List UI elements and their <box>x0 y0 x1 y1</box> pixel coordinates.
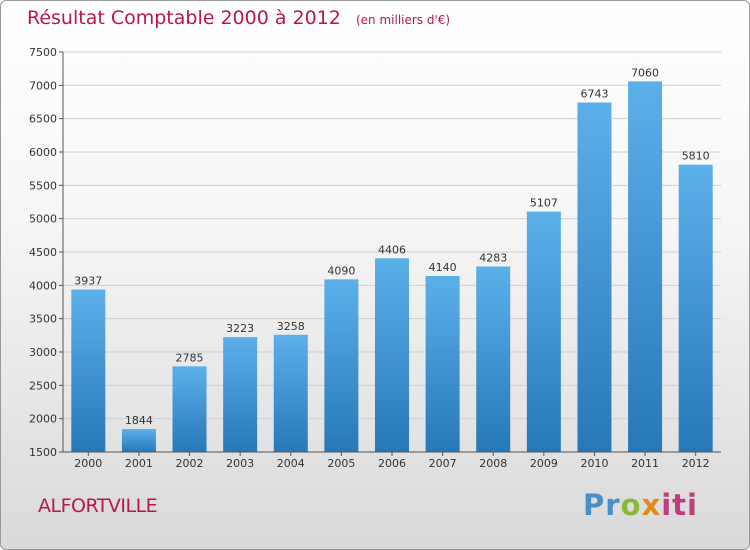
bar-2000 <box>71 289 106 452</box>
bar-2004 <box>273 334 308 452</box>
logo-part-3: x <box>641 488 662 522</box>
x-tick-label: 2006 <box>378 457 406 470</box>
bar-2002 <box>172 366 207 452</box>
logo-part-2: o <box>620 488 642 522</box>
bar-value-label: 4140 <box>429 261 457 274</box>
x-tick-label: 2009 <box>530 457 558 470</box>
x-tick-label: 2004 <box>277 457 305 470</box>
x-tick-label: 2010 <box>580 457 608 470</box>
x-tick-label: 2003 <box>226 457 254 470</box>
bar-2011 <box>628 81 663 452</box>
bar-2012 <box>678 164 713 452</box>
x-tick-label: 2005 <box>327 457 355 470</box>
bar-2009 <box>526 211 561 452</box>
bar-2003 <box>223 337 258 452</box>
bar-2001 <box>121 429 156 452</box>
y-tick-label: 5000 <box>29 213 57 226</box>
bar-2006 <box>375 258 409 452</box>
y-tick-label: 2500 <box>29 379 57 392</box>
bar-2010 <box>577 102 612 452</box>
y-tick-label: 1500 <box>29 446 57 459</box>
bar-value-label: 6743 <box>580 87 608 100</box>
title-text: Résultat Comptable 2000 à 2012 <box>27 7 341 29</box>
title-unit: (en milliers d'€) <box>355 13 451 27</box>
y-tick-label: 3000 <box>29 346 57 359</box>
bar-value-label: 3223 <box>226 322 254 335</box>
bar-value-label: 5810 <box>682 150 710 163</box>
logo-part-1: Pr <box>583 488 621 522</box>
chart-title: Résultat Comptable 2000 à 2012 (en milli… <box>27 7 450 29</box>
bar-value-label: 4283 <box>479 251 507 264</box>
y-tick-label: 4500 <box>29 246 57 259</box>
y-tick-label: 7000 <box>29 79 57 92</box>
y-tick-label: 3500 <box>29 313 57 326</box>
bar-2007 <box>425 276 460 452</box>
y-tick-label: 6500 <box>29 113 57 126</box>
bar-2008 <box>476 266 511 452</box>
y-tick-label: 5500 <box>29 179 57 192</box>
logo-part-4: iti <box>661 488 698 522</box>
y-tick-label: 6000 <box>29 146 57 159</box>
x-tick-label: 2008 <box>479 457 507 470</box>
bar-value-label: 5107 <box>530 197 558 210</box>
bar-value-label: 3937 <box>74 275 102 288</box>
y-tick-label: 2000 <box>29 413 57 426</box>
x-tick-label: 2007 <box>429 457 457 470</box>
bar-value-label: 4406 <box>378 243 406 256</box>
bar-2005 <box>324 279 359 452</box>
x-tick-label: 2011 <box>631 457 659 470</box>
bar-value-label: 3258 <box>277 320 305 333</box>
x-tick-label: 2012 <box>682 457 710 470</box>
commune-name: ALFORTVILLE <box>38 495 158 517</box>
y-tick-label: 7500 <box>29 46 57 59</box>
bar-value-label: 4090 <box>327 264 355 277</box>
bar-value-label: 7060 <box>631 66 659 79</box>
y-tick-label: 4000 <box>29 279 57 292</box>
proxiti-logo: Proxiti <box>583 488 698 522</box>
x-tick-label: 2000 <box>74 457 102 470</box>
bar-value-label: 2785 <box>176 351 204 364</box>
x-tick-label: 2002 <box>176 457 204 470</box>
x-tick-label: 2001 <box>125 457 153 470</box>
bar-value-label: 1844 <box>125 414 153 427</box>
